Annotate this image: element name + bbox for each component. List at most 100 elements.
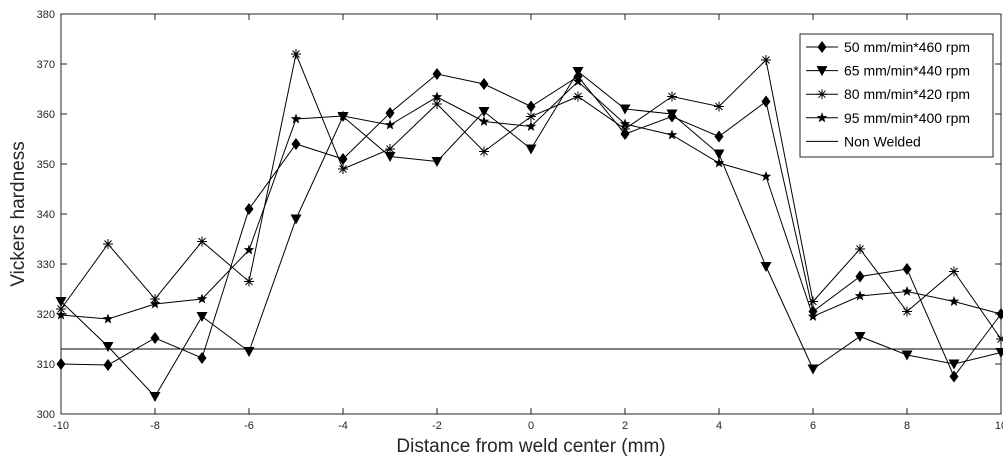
data-point: [807, 311, 819, 321]
data-point: [760, 171, 772, 181]
y-tick-label: 330: [37, 259, 55, 271]
data-point: [666, 109, 678, 120]
data-point: [902, 306, 912, 317]
x-tick-label: 6: [810, 420, 816, 432]
data-point: [572, 76, 584, 86]
data-point: [525, 144, 537, 155]
y-tick-label: 300: [37, 409, 55, 421]
data-point: [902, 263, 912, 275]
data-point: [526, 100, 536, 113]
data-point: [432, 68, 442, 80]
data-point: [291, 138, 301, 150]
data-point: [385, 107, 395, 119]
data-point: [384, 119, 396, 130]
data-point: [479, 78, 489, 90]
data-point: [855, 244, 865, 254]
data-point: [620, 124, 630, 134]
data-point: [995, 348, 1003, 358]
data-point: [150, 332, 160, 344]
data-point: [949, 370, 959, 383]
data-point: [337, 110, 349, 121]
data-point: [714, 101, 724, 112]
data-point: [103, 359, 113, 371]
data-point: [149, 392, 161, 402]
data-point: [431, 91, 443, 102]
data-point: [243, 244, 255, 255]
data-point: [478, 107, 490, 117]
data-point: [56, 358, 66, 370]
y-tick-label: 310: [37, 359, 55, 371]
data-point: [197, 236, 207, 247]
data-point: [197, 352, 207, 364]
data-point: [196, 312, 208, 322]
data-point: [854, 290, 866, 301]
axis-ticks: -10 -8 -6 -4 -2 0 2 4 6 8 10 300 310 320 330 340 350 360 3…: [37, 9, 1003, 432]
x-tick-label: 10: [995, 420, 1003, 432]
data-point: [103, 239, 113, 249]
x-tick-label: -10: [53, 420, 69, 432]
data-point: [525, 121, 537, 131]
data-point: [290, 113, 302, 124]
data-point: [385, 144, 395, 154]
legend-entry: 50 mm/min*460 rpm: [806, 39, 970, 55]
data-point: [102, 313, 114, 324]
data-point: [56, 304, 66, 314]
data-point: [244, 203, 254, 215]
data-point: [526, 111, 536, 122]
legend-marker: [816, 66, 828, 77]
x-tick-label: -4: [338, 420, 348, 432]
y-tick-label: 360: [37, 109, 55, 121]
y-tick-label: 370: [37, 59, 55, 71]
data-point: [948, 296, 960, 306]
series-3: [55, 76, 1003, 324]
x-tick-label: 8: [904, 420, 910, 432]
x-tick-label: 0: [528, 420, 534, 432]
x-tick-label: 4: [716, 420, 722, 432]
data-point: [102, 342, 114, 352]
data-point: [290, 214, 302, 225]
legend: 50 mm/min*460 rpm 65 mm/min*440 rpm 80 mm/…: [799, 33, 994, 158]
legend-marker: [816, 112, 828, 123]
data-point: [948, 359, 960, 370]
data-point: [949, 266, 959, 277]
data-point: [714, 130, 724, 143]
series-1: [55, 67, 1003, 402]
data-point: [244, 276, 254, 287]
data-point: [431, 157, 443, 167]
legend-marker: [817, 41, 827, 53]
x-tick-label: 2: [622, 420, 628, 432]
data-point: [807, 364, 819, 375]
data-point: [713, 149, 725, 160]
data-point: [619, 104, 631, 115]
data-point: [479, 146, 489, 157]
data-point: [196, 293, 208, 304]
data-point: [760, 262, 772, 272]
y-tick-label: 320: [37, 309, 55, 321]
legend-label: 65 mm/min*440 rpm: [844, 63, 970, 79]
series-2: [56, 49, 1003, 344]
data-point: [667, 91, 677, 102]
x-tick-label: -2: [432, 420, 442, 432]
data-point: [996, 334, 1003, 344]
data-point: [666, 129, 678, 140]
data-point: [573, 91, 583, 102]
legend-marker: [817, 89, 827, 100]
data-point: [432, 99, 442, 109]
y-axis-label: Vickers hardness: [8, 141, 29, 286]
legend-box: [799, 33, 994, 158]
data-point: [901, 286, 913, 296]
data-point: [55, 297, 67, 307]
data-point: [478, 116, 490, 126]
legend-entry: Non Welded: [806, 133, 921, 149]
legend-entry: 80 mm/min*420 rpm: [806, 86, 970, 102]
x-tick-label: -6: [244, 420, 254, 432]
data-point: [149, 298, 161, 309]
data-point: [619, 118, 631, 129]
y-tick-label: 380: [37, 9, 55, 21]
data-point: [761, 95, 771, 108]
data-point: [713, 157, 725, 168]
data-point: [291, 49, 301, 59]
legend-entry: 65 mm/min*440 rpm: [806, 63, 970, 79]
data-point: [854, 332, 866, 342]
